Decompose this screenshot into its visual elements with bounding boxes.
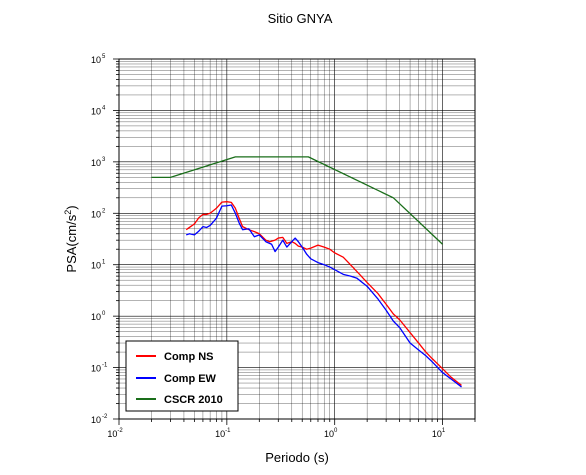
x-tick-label-exp: 0 xyxy=(334,428,338,434)
y-tick-label-exp: -2 xyxy=(102,414,108,420)
y-tick-label-base: 10 xyxy=(91,312,101,322)
y-axis-label-base: PSA(cm/s xyxy=(64,214,79,272)
y-tick-label: 10 xyxy=(91,158,101,168)
x-tick-label: 10-1 xyxy=(215,428,231,439)
y-tick-label-exp: 3 xyxy=(102,157,106,163)
x-tick-label: 10-2 xyxy=(107,428,123,439)
y-tick-label-exp: 1 xyxy=(102,260,106,266)
y-axis-label-close: ) xyxy=(64,205,79,209)
legend: Comp NS Comp EW CSCR 2010 xyxy=(125,340,239,412)
x-tick-label-base: 10 xyxy=(215,429,225,439)
y-tick-label-base: 10 xyxy=(91,55,101,65)
series-lines xyxy=(151,156,462,388)
y-tick-label-exp: 2 xyxy=(102,208,106,214)
x-tick-label-exp: 1 xyxy=(442,428,446,434)
x-tick-label: 101 xyxy=(432,428,446,439)
x-tick-label: 100 xyxy=(324,428,338,439)
y-axis-label: PSA(cm/s2) xyxy=(63,205,79,272)
plot-frame xyxy=(118,58,476,420)
legend-label-cscr: CSCR 2010 xyxy=(164,394,223,406)
y-tick-label: 10 xyxy=(91,106,101,116)
series-line-comp-ew xyxy=(185,204,462,388)
chart-title: Sitio GNYA xyxy=(268,11,333,26)
y-axis-label-exp: 2 xyxy=(63,210,73,215)
y-tick-label: 10 xyxy=(91,364,101,374)
x-tick-label-base: 10 xyxy=(107,429,117,439)
y-tick-label-base: 10 xyxy=(91,415,101,425)
series-line-comp-ns xyxy=(185,201,462,386)
x-tick-marks: 10-2 10-1 100 101 xyxy=(107,419,476,439)
x-axis-label: Periodo (s) xyxy=(265,450,329,465)
grid xyxy=(118,58,476,420)
y-tick-label-base: 10 xyxy=(91,158,101,168)
x-tick-label-base: 10 xyxy=(324,429,334,439)
legend-label-ns: Comp NS xyxy=(164,351,214,363)
y-tick-label-base: 10 xyxy=(91,209,101,219)
x-tick-label-exp: -2 xyxy=(117,428,123,434)
y-tick-label-exp: -1 xyxy=(102,363,108,369)
x-tick-label-base: 10 xyxy=(432,429,442,439)
y-tick-label: 10 xyxy=(91,261,101,271)
y-tick-label-exp: 0 xyxy=(102,311,106,317)
y-tick-label-exp: 4 xyxy=(102,105,106,111)
y-tick-label: 10 xyxy=(91,415,101,425)
series-line-cscr-2010 xyxy=(151,156,443,245)
x-tick-label-exp: -1 xyxy=(225,428,231,434)
y-tick-label-base: 10 xyxy=(91,261,101,271)
y-tick-label-base: 10 xyxy=(91,364,101,374)
y-tick-label-exp: 5 xyxy=(102,54,106,60)
y-tick-label: 10 xyxy=(91,209,101,219)
legend-label-ew: Comp EW xyxy=(164,373,217,385)
y-tick-label: 10 xyxy=(91,55,101,65)
y-tick-label: 10 xyxy=(91,312,101,322)
y-tick-label-base: 10 xyxy=(91,106,101,116)
